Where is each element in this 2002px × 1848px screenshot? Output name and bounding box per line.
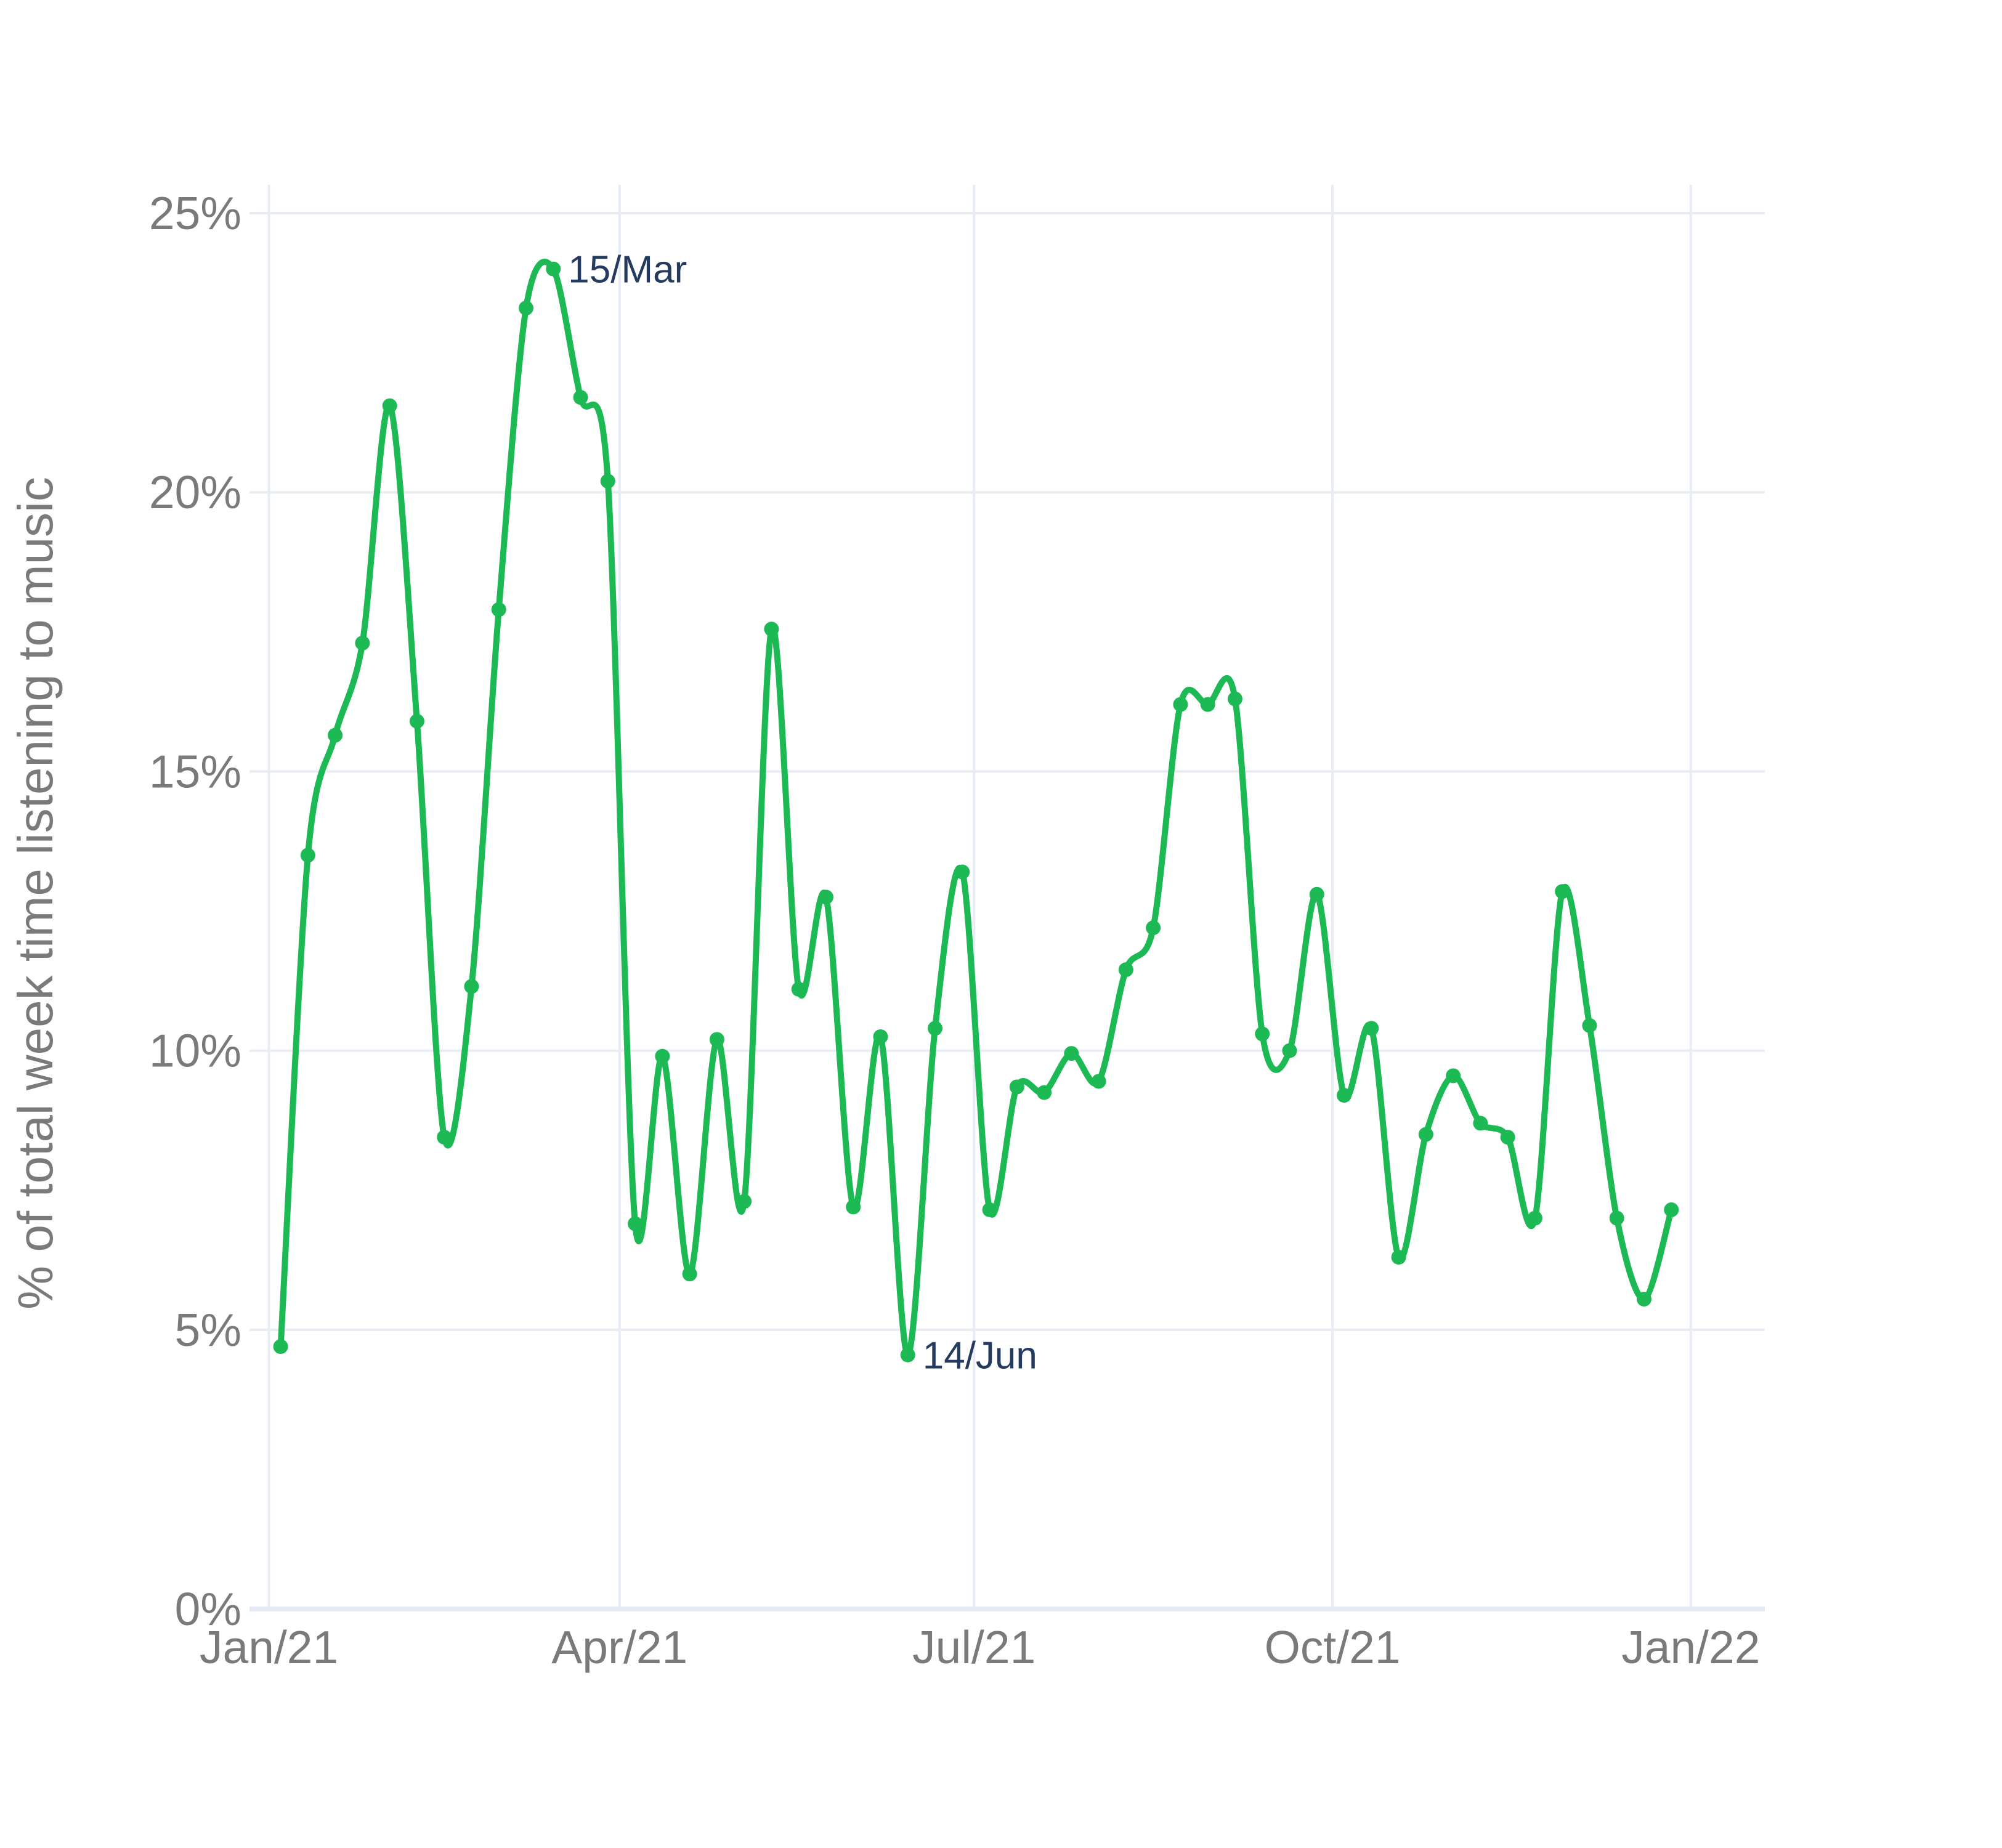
data-point [1636, 1291, 1651, 1307]
data-point [873, 1029, 888, 1044]
y-tick-label: 0% [175, 1583, 241, 1635]
data-point [573, 390, 588, 405]
data-point [1527, 1210, 1542, 1226]
data-point [1064, 1046, 1079, 1061]
series-layer [273, 259, 1679, 1363]
data-point [1473, 1116, 1488, 1131]
data-point [464, 979, 479, 994]
data-point [1118, 962, 1133, 978]
data-point [982, 1202, 997, 1217]
annotation-label: 15/Mar [568, 249, 687, 291]
data-point [382, 398, 397, 413]
data-point [1227, 691, 1242, 707]
data-point [1555, 884, 1570, 899]
x-tick-label: Oct/21 [1265, 1621, 1401, 1673]
data-point [900, 1347, 915, 1363]
data-point [328, 727, 343, 743]
annotations: 15/Mar 14/Jun [568, 249, 1037, 1377]
data-point [600, 474, 615, 489]
data-point [1282, 1043, 1297, 1058]
data-point [1091, 1074, 1106, 1089]
data-point [273, 1339, 288, 1354]
data-point [1446, 1068, 1461, 1084]
y-tick-label: 10% [149, 1025, 241, 1077]
annotation-label: 14/Jun [923, 1335, 1037, 1377]
data-point [1664, 1202, 1679, 1217]
data-point [764, 622, 779, 637]
data-point [1364, 1021, 1379, 1036]
data-point [1146, 920, 1161, 936]
y-gridlines [249, 212, 1765, 1611]
data-point [655, 1048, 670, 1064]
data-point [491, 602, 506, 617]
x-tick-label: Jan/22 [1621, 1621, 1760, 1673]
data-point [1609, 1210, 1624, 1226]
x-gridlines [267, 185, 1692, 1609]
data-point [846, 1199, 861, 1215]
x-tick-labels: Jan/21 Apr/21 Jul/21 Oct/21 Jan/22 [200, 1621, 1760, 1673]
data-point [928, 1021, 943, 1036]
data-point [1391, 1249, 1406, 1265]
x-tick-label: Jul/21 [912, 1621, 1035, 1673]
data-point [682, 1266, 697, 1282]
data-point [818, 890, 833, 905]
data-point [791, 981, 806, 997]
data-point [1200, 697, 1215, 712]
y-tick-labels: 0% 5% 10% 15% 20% 25% [149, 187, 241, 1635]
data-point [737, 1194, 752, 1209]
data-point [300, 848, 315, 863]
y-tick-label: 5% [175, 1304, 241, 1356]
x-tick-label: Apr/21 [551, 1621, 687, 1673]
data-point [1009, 1079, 1024, 1095]
series-line [277, 259, 1675, 1358]
data-point [955, 864, 970, 880]
data-point [518, 301, 533, 316]
y-tick-label: 15% [149, 745, 241, 797]
data-point [437, 1130, 452, 1145]
data-point [355, 635, 370, 650]
y-tick-label: 20% [149, 466, 241, 518]
data-point [1337, 1088, 1352, 1103]
data-point [709, 1032, 724, 1047]
data-point [1037, 1085, 1052, 1100]
data-point [1173, 697, 1188, 712]
y-axis-title: % of total week time listening to music [8, 477, 63, 1310]
data-point [1582, 1018, 1597, 1033]
data-point [1255, 1026, 1270, 1042]
data-point [546, 261, 561, 277]
data-point [409, 713, 424, 729]
x-tick-label: Jan/21 [200, 1621, 338, 1673]
y-tick-label: 25% [149, 187, 241, 239]
data-point [1418, 1127, 1433, 1142]
data-point [1500, 1130, 1515, 1145]
data-point [628, 1216, 643, 1231]
data-point [1309, 886, 1324, 902]
